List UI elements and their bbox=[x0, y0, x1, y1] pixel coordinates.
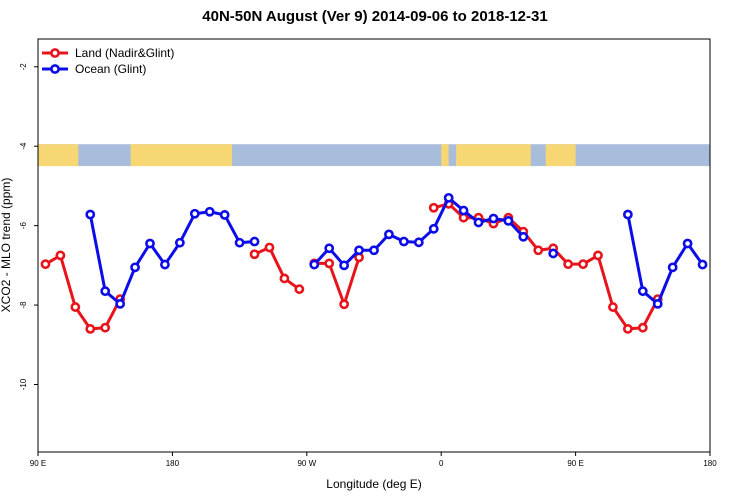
data-series bbox=[40, 192, 708, 334]
data-point bbox=[697, 259, 708, 270]
data-point bbox=[369, 245, 379, 256]
data-point bbox=[354, 245, 364, 256]
y-tick-label: -8 bbox=[19, 301, 28, 309]
data-point bbox=[219, 210, 230, 220]
data-point bbox=[667, 262, 678, 273]
x-tick-label: 180 bbox=[166, 459, 180, 468]
legend-label: Land (Nadir&Glint) bbox=[75, 46, 174, 60]
data-point bbox=[85, 209, 96, 220]
data-point bbox=[473, 217, 484, 228]
x-tick-label: 180 bbox=[703, 459, 717, 468]
data-point bbox=[70, 302, 81, 312]
y-tick-label: -2 bbox=[19, 63, 28, 71]
map-land bbox=[38, 144, 79, 167]
y-tick-label: -4 bbox=[19, 142, 28, 150]
data-point bbox=[622, 209, 633, 220]
series-line bbox=[433, 202, 660, 331]
data-point bbox=[652, 298, 663, 309]
data-point bbox=[622, 323, 633, 334]
data-point bbox=[234, 237, 245, 248]
data-point bbox=[503, 215, 514, 226]
x-tick-label: 90 W bbox=[297, 459, 316, 468]
data-point bbox=[413, 237, 424, 248]
data-point bbox=[563, 259, 574, 270]
legend-swatch-marker bbox=[50, 48, 60, 58]
data-point bbox=[189, 208, 200, 219]
data-point bbox=[160, 259, 170, 270]
data-point bbox=[249, 249, 260, 260]
data-point bbox=[548, 248, 559, 259]
data-point bbox=[85, 323, 96, 334]
data-point bbox=[682, 238, 693, 249]
y-tick-label: -6 bbox=[19, 222, 28, 230]
data-point bbox=[40, 259, 51, 270]
axes: 90 E 180 90 W 0 90 E 180 -2 -4 -6 -8 -10 bbox=[19, 63, 717, 468]
series-ocean bbox=[85, 192, 708, 309]
data-point bbox=[100, 322, 111, 333]
data-point bbox=[428, 223, 439, 234]
data-point bbox=[115, 298, 126, 309]
data-point bbox=[204, 206, 215, 217]
data-point bbox=[339, 299, 350, 310]
data-point bbox=[488, 213, 499, 224]
data-point bbox=[174, 237, 185, 248]
x-tick-label: 90 E bbox=[30, 459, 46, 468]
data-point bbox=[339, 260, 350, 271]
x-tick-label: 90 E bbox=[567, 459, 583, 468]
data-point bbox=[533, 245, 544, 256]
series-line bbox=[88, 210, 255, 306]
data-point bbox=[398, 236, 409, 247]
data-point bbox=[324, 258, 335, 269]
data-point bbox=[279, 273, 290, 284]
data-point bbox=[100, 286, 111, 297]
data-point bbox=[637, 286, 648, 297]
data-point bbox=[443, 192, 454, 203]
map-land bbox=[545, 144, 576, 167]
y-tick-label: -10 bbox=[19, 378, 28, 390]
data-point bbox=[264, 242, 275, 253]
chart-title: 40N-50N August (Ver 9) 2014-09-06 to 201… bbox=[202, 8, 548, 25]
data-point bbox=[637, 322, 648, 333]
data-point bbox=[145, 238, 155, 249]
data-point bbox=[428, 202, 439, 213]
x-tick-label: 0 bbox=[439, 459, 444, 468]
data-point bbox=[578, 259, 588, 270]
legend-swatch-marker bbox=[50, 64, 60, 74]
map-land bbox=[130, 144, 233, 167]
world-map-strip bbox=[38, 144, 710, 167]
data-point bbox=[324, 243, 335, 254]
data-point bbox=[458, 205, 469, 216]
x-axis-label: Longitude (deg E) bbox=[326, 477, 421, 491]
data-point bbox=[384, 229, 394, 240]
data-point bbox=[249, 236, 260, 247]
data-point bbox=[294, 284, 305, 295]
series-line bbox=[313, 196, 525, 267]
data-point bbox=[593, 250, 603, 261]
series-line bbox=[253, 245, 301, 291]
map-land bbox=[456, 144, 531, 167]
data-point bbox=[608, 302, 618, 312]
plot-frame bbox=[37, 38, 711, 453]
data-point bbox=[518, 231, 529, 242]
legend: Land (Nadir&Glint) Ocean (Glint) bbox=[42, 46, 174, 76]
series-line bbox=[314, 256, 361, 306]
y-axis-label: XCO2 - MLO trend (ppm) bbox=[0, 178, 13, 313]
data-point bbox=[309, 259, 320, 270]
map-land bbox=[441, 144, 449, 167]
data-point bbox=[130, 262, 140, 273]
data-point bbox=[55, 250, 66, 261]
legend-label: Ocean (Glint) bbox=[75, 62, 146, 76]
